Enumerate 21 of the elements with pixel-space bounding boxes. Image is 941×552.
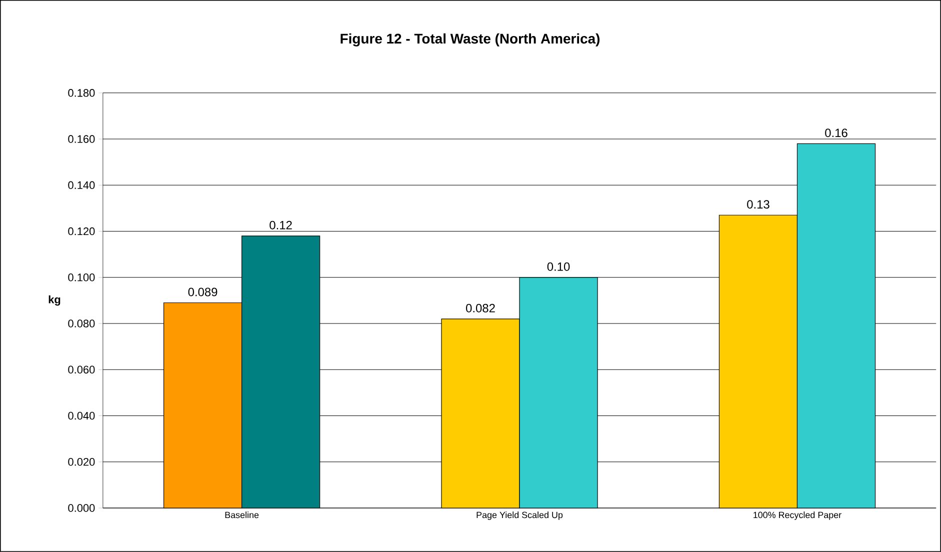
y-tick-label: 0.020 (68, 458, 95, 466)
y-tick-label: 0.100 (68, 274, 95, 282)
data-label: 0.12 (270, 220, 292, 230)
chart-title: Figure 12 - Total Waste (North America) (340, 33, 600, 46)
y-tick-label: 0.120 (68, 227, 95, 236)
y-tick-label: 0.060 (68, 366, 95, 374)
x-tick-label: Page Yield Scaled Up (476, 512, 563, 520)
data-label: 0.13 (747, 200, 770, 209)
y-tick-label: 0.040 (68, 412, 95, 420)
y-tick-label: 0.180 (68, 89, 95, 97)
x-tick-label: Baseline (225, 512, 259, 518)
y-tick-label: 0.140 (68, 181, 95, 190)
data-label: 0.089 (188, 288, 218, 296)
x-tick-label: 100% Recycled Paper (754, 512, 842, 520)
y-axis-title: kg (48, 295, 60, 306)
y-tick-label: 0.160 (68, 135, 95, 143)
data-label: 0.16 (825, 128, 848, 138)
y-tick-label: 0.000 (68, 504, 95, 512)
y-tick-label: 0.080 (68, 320, 95, 328)
data-label: 0.082 (466, 304, 495, 312)
data-label: 0.10 (547, 262, 570, 271)
